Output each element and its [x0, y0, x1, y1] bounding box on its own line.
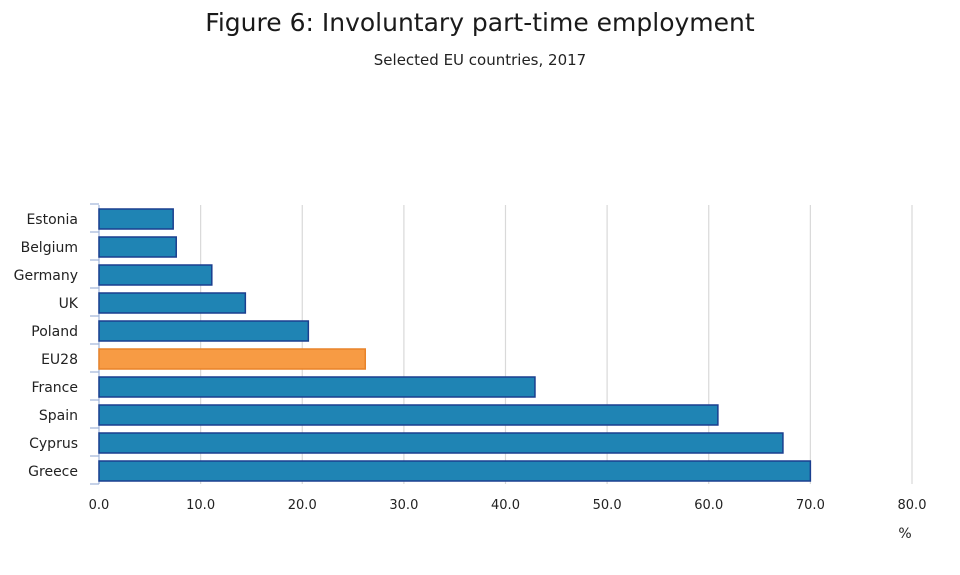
category-label: UK	[59, 296, 79, 312]
category-label: Spain	[39, 408, 78, 424]
bar-spain	[98, 404, 719, 426]
x-tick-label: 30.0	[389, 498, 418, 513]
bar-cyprus	[98, 432, 784, 454]
bar-france	[98, 376, 536, 398]
x-axis-unit-label: %	[898, 526, 911, 542]
category-label: Estonia	[26, 212, 78, 228]
x-tick-label: 70.0	[796, 498, 825, 513]
y-axis	[90, 203, 100, 485]
bar-greece	[98, 460, 812, 482]
category-label: Poland	[31, 324, 78, 340]
x-tick-label: 10.0	[186, 498, 215, 513]
bar-germany	[98, 264, 213, 286]
x-tick-label: 0.0	[89, 498, 110, 513]
bar-uk	[98, 292, 247, 314]
category-label: Cyprus	[29, 436, 78, 452]
category-label: France	[31, 380, 78, 396]
category-label: Germany	[14, 268, 78, 284]
x-tick-label: 50.0	[593, 498, 622, 513]
category-label: EU28	[41, 352, 78, 368]
x-tick-label: 80.0	[898, 498, 927, 513]
bar-eu28	[98, 348, 367, 370]
category-label: Greece	[28, 464, 78, 480]
x-tick-label: 20.0	[288, 498, 317, 513]
x-tick-label: 60.0	[694, 498, 723, 513]
bar-estonia	[98, 208, 174, 230]
bar-poland	[98, 320, 310, 342]
category-labels: Estonia Belgium Germany UK Poland EU28 France S…	[14, 212, 79, 480]
category-label: Belgium	[21, 240, 78, 256]
bar-belgium	[98, 236, 177, 258]
x-tick-label: 40.0	[491, 498, 520, 513]
chart-subtitle: Selected EU countries, 2017	[373, 51, 587, 69]
bars	[98, 208, 812, 482]
chart-title: Figure 6: Involuntary part-time employme…	[205, 8, 755, 37]
x-tick-labels: 0.0 10.0 20.0 30.0 40.0 50.0 60.0 70.0 80.0	[89, 498, 927, 513]
